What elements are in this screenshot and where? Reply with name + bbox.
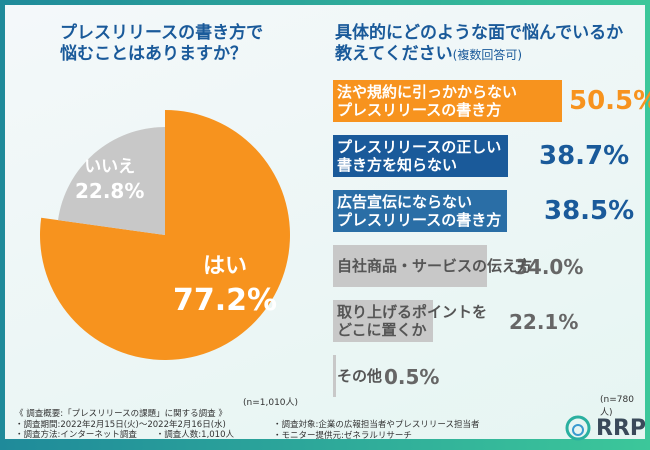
survey-period: ・調査期間:2022年2月15日(火)～2022年2月16日(水) bbox=[15, 419, 226, 430]
survey-title: 《 調査概要:「プレスリリースの課題」に関する調査 》 bbox=[15, 409, 227, 419]
right-question-line: 具体的にどのような面で悩んでいるか bbox=[335, 23, 624, 43]
bar-label: 自社商品・サービスの伝え方 bbox=[337, 257, 533, 275]
bar-value: 38.5% bbox=[544, 196, 635, 226]
bar-label-line: 自社商品・サービスの伝え方 bbox=[337, 257, 533, 275]
bar: その他 bbox=[333, 355, 382, 397]
left-question: プレスリリースの書き方で 悩むことはありますか？ bbox=[60, 23, 263, 65]
survey-provider: ・モニター提供元:ゼネラルリサーチ bbox=[273, 430, 412, 441]
bar-value: 50.5% bbox=[569, 86, 650, 116]
rrp-logo: RRP bbox=[565, 415, 646, 441]
infographic-card: プレスリリースの書き方で 悩むことはありますか？ 具体的にどのような面で悩んでいる… bbox=[5, 5, 650, 441]
pie-chart bbox=[39, 110, 290, 360]
pie-value-no: 22.8% bbox=[75, 179, 145, 203]
bar-label: プレスリリースの正しい 書き方を知らない bbox=[337, 138, 504, 174]
right-question-line: 教えてください bbox=[335, 44, 453, 64]
pie-label-no: いいえ 22.8% bbox=[75, 155, 144, 203]
left-question-line: 悩むことはありますか？ bbox=[60, 44, 247, 64]
pie-label-no-text: いいえ bbox=[84, 157, 136, 177]
bar-label-line: 書き方を知らない bbox=[337, 156, 458, 174]
bar: 取り上げるポイントを どこに置くか bbox=[333, 300, 488, 342]
bar-value: 22.1% bbox=[509, 310, 579, 334]
bar-label: 広告宣伝にならない プレスリリースの書き方 bbox=[337, 193, 503, 229]
survey-summary-2: ・調査対象:企業の広報担当者やプレスリリース担当者 ・モニター提供元:ゼネラルリサ… bbox=[273, 420, 479, 441]
bar-label-line: 広告宣伝にならない bbox=[337, 193, 473, 211]
bar: 自社商品・サービスの伝え方 bbox=[333, 245, 533, 287]
pie-label-yes-text: はい bbox=[203, 254, 248, 279]
survey-summary: 《 調査概要:「プレスリリースの課題」に関する調査 》・調査期間:2022年2月… bbox=[15, 409, 234, 441]
bar-label-line: プレスリリースの書き方 bbox=[337, 101, 502, 119]
bar-value: 38.7% bbox=[539, 141, 630, 171]
logo-icon bbox=[565, 415, 591, 441]
bar: 法や規約に引っかからない プレスリリースの書き方 bbox=[333, 80, 562, 122]
survey-target: ・調査対象:企業の広報担当者やプレスリリース担当者 bbox=[273, 420, 480, 430]
pie-label-yes: はい 77.2% bbox=[173, 250, 277, 318]
pie-value-yes: 77.2% bbox=[173, 283, 278, 318]
bar-label-line: プレスリリースの書き方 bbox=[337, 211, 502, 229]
bar-label: 取り上げるポイントを どこに置くか bbox=[337, 303, 488, 339]
right-question: 具体的にどのような面で悩んでいるか 教えてください(複数回答可) bbox=[335, 23, 623, 66]
survey-method: ・調査方法:インターネット調査 bbox=[15, 430, 137, 440]
bar-value: 0.5% bbox=[384, 365, 440, 389]
bar-label-line: 法や規約に引っかからない bbox=[337, 83, 518, 101]
bar-label-line: 取り上げるポイントを bbox=[337, 303, 488, 321]
pie-sample-size: (n=1,010人) bbox=[243, 398, 299, 408]
left-question-line: プレスリリースの書き方で bbox=[60, 23, 264, 43]
bar: プレスリリースの正しい 書き方を知らない bbox=[333, 135, 509, 177]
right-question-note: (複数回答可) bbox=[452, 48, 523, 62]
bar-label: 法や規約に引っかからない プレスリリースの書き方 bbox=[337, 83, 558, 119]
bar-label-line: どこに置くか bbox=[337, 321, 427, 339]
bar-label-line: プレスリリースの正しい bbox=[337, 138, 502, 156]
logo-text: RRP bbox=[596, 415, 647, 441]
bar-value: 34.0% bbox=[514, 255, 584, 279]
bar: 広告宣伝にならない プレスリリースの書き方 bbox=[333, 190, 508, 232]
pie-slice bbox=[58, 127, 165, 235]
survey-count: ・調査人数:1,010人 bbox=[155, 430, 234, 440]
bar-sample-size: (n=780人) bbox=[600, 395, 634, 418]
